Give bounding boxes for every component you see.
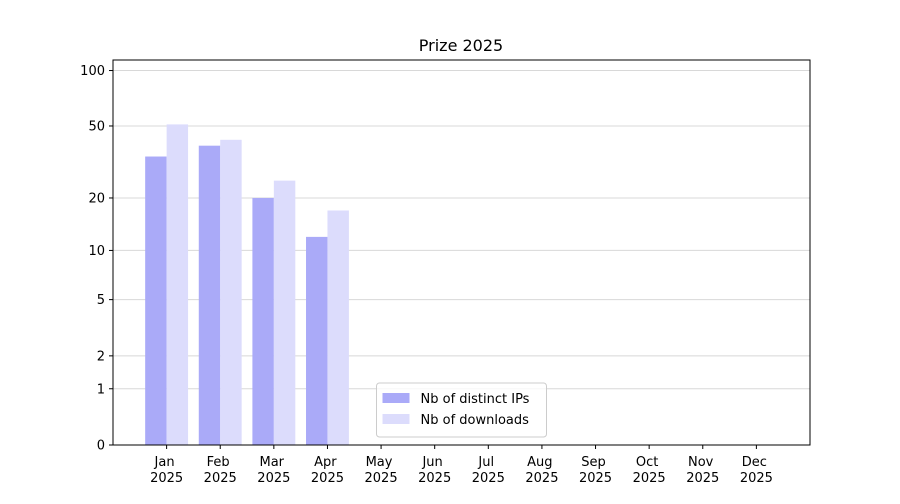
legend-label: Nb of downloads: [421, 413, 530, 428]
x-tick-label: Jun 2025: [418, 455, 451, 486]
y-tick-label: 20: [88, 191, 105, 206]
x-tick-label: Mar 2025: [257, 455, 290, 486]
x-tick-label: Sep 2025: [579, 455, 612, 486]
x-tick-label: Aug 2025: [525, 455, 558, 486]
legend-swatch: [382, 393, 410, 403]
y-tick-label: 10: [88, 244, 105, 259]
bar: [273, 180, 296, 445]
x-tick-label: Apr 2025: [311, 455, 344, 486]
x-tick-label: Dec 2025: [740, 455, 773, 486]
legend-label: Nb of distinct IPs: [421, 392, 530, 407]
x-tick-label: Feb 2025: [204, 455, 237, 486]
y-tick-label: 2: [97, 349, 105, 364]
y-tick-label: 100: [80, 64, 105, 79]
bar: [166, 124, 189, 446]
bar: [327, 210, 349, 445]
bar: [198, 145, 221, 446]
x-tick-label: Oct 2025: [633, 455, 666, 486]
plot-frame: [112, 59, 811, 446]
bar: [306, 236, 328, 445]
y-tick-label: 50: [88, 119, 105, 134]
bar: [145, 156, 167, 445]
x-tick-label: Nov 2025: [686, 455, 719, 486]
x-tick-label: Jan 2025: [150, 455, 183, 486]
y-tick-label: 0: [97, 439, 105, 454]
y-tick-label: 1: [97, 382, 105, 397]
x-tick-label: May 2025: [365, 455, 398, 486]
y-tick-label: 5: [97, 293, 105, 308]
bar: [252, 197, 274, 445]
legend-swatch: [382, 414, 410, 424]
legend-box: [376, 382, 547, 438]
x-tick-label: Jul 2025: [472, 455, 505, 486]
chart-title: Prize 2025: [419, 36, 503, 55]
bar: [220, 139, 242, 446]
